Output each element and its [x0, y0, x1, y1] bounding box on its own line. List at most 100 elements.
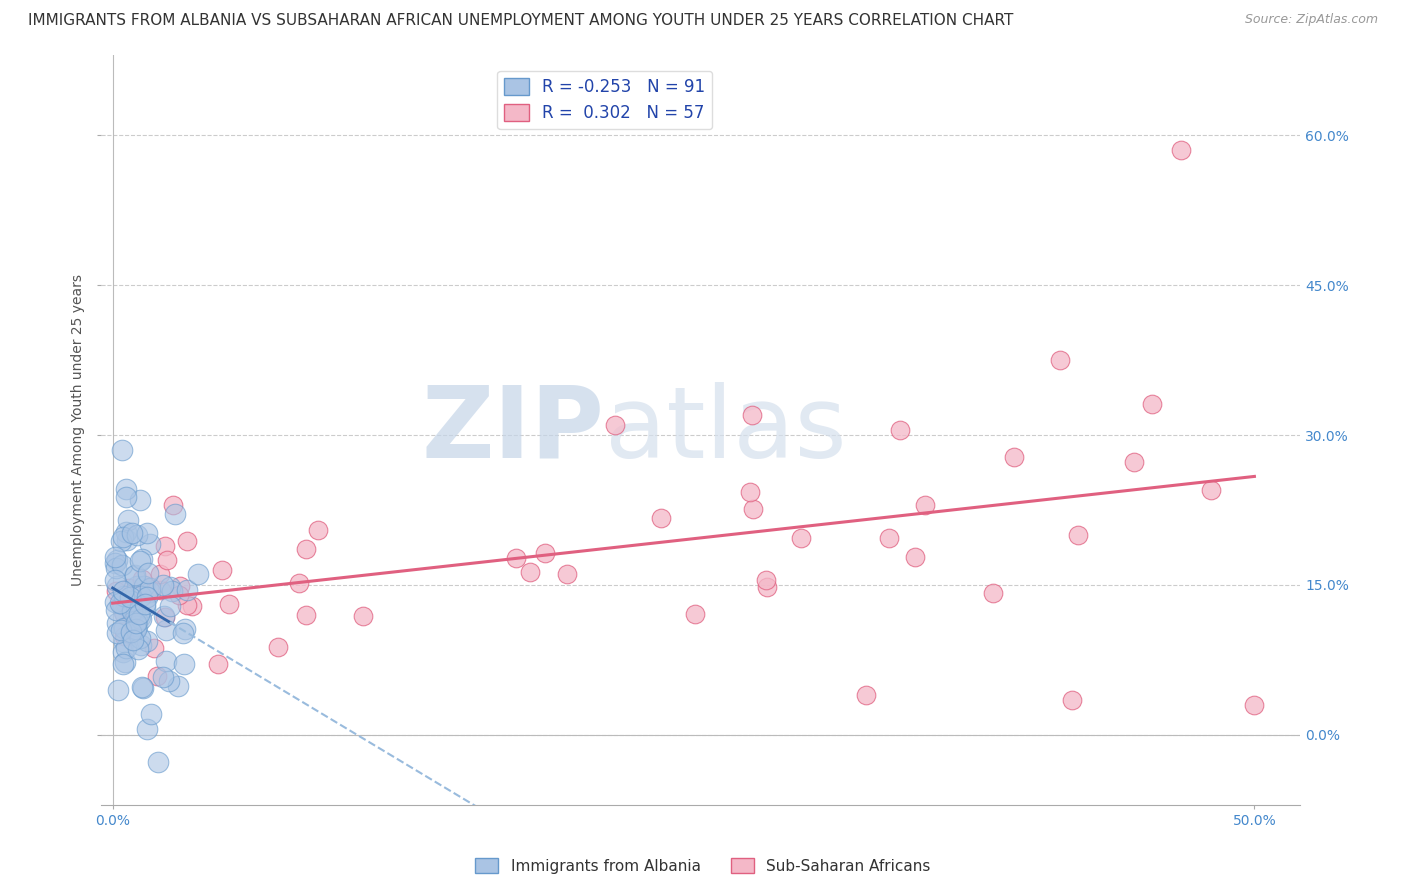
Immigrants from Albania — [159, 599, 181, 614]
Immigrants from Albania — [105, 561, 128, 575]
Immigrants from Albania — [121, 604, 143, 618]
Immigrants from Albania — [111, 657, 134, 672]
Sub-Saharan Africans — [211, 563, 233, 577]
Immigrants from Albania — [114, 655, 136, 669]
Legend: R = -0.253   N = 91, R =  0.302   N = 57: R = -0.253 N = 91, R = 0.302 N = 57 — [498, 71, 711, 129]
Immigrants from Albania — [127, 641, 149, 656]
Immigrants from Albania — [136, 634, 159, 648]
Immigrants from Albania — [112, 584, 135, 599]
Immigrants from Albania — [120, 594, 142, 608]
Sub-Saharan Africans — [1140, 396, 1163, 410]
Immigrants from Albania — [114, 595, 136, 609]
Immigrants from Albania — [105, 625, 128, 640]
Sub-Saharan Africans — [131, 572, 153, 586]
Immigrants from Albania — [107, 616, 129, 631]
Sub-Saharan Africans — [352, 609, 374, 624]
Text: IMMIGRANTS FROM ALBANIA VS SUBSAHARAN AFRICAN UNEMPLOYMENT AMONG YOUTH UNDER 25 : IMMIGRANTS FROM ALBANIA VS SUBSAHARAN AF… — [28, 13, 1014, 29]
Sub-Saharan Africans — [118, 581, 141, 595]
Immigrants from Albania — [125, 622, 148, 636]
Immigrants from Albania — [134, 600, 156, 615]
Sub-Saharan Africans — [1201, 483, 1223, 497]
Immigrants from Albania — [112, 635, 135, 649]
Immigrants from Albania — [129, 612, 152, 626]
Sub-Saharan Africans — [1060, 693, 1083, 707]
Sub-Saharan Africans — [112, 629, 135, 643]
Immigrants from Albania — [111, 443, 134, 458]
Immigrants from Albania — [163, 507, 186, 521]
Immigrants from Albania — [146, 755, 169, 769]
Immigrants from Albania — [167, 679, 190, 693]
Immigrants from Albania — [104, 574, 127, 588]
Sub-Saharan Africans — [153, 610, 176, 624]
Immigrants from Albania — [111, 558, 134, 572]
Immigrants from Albania — [129, 638, 152, 652]
Sub-Saharan Africans — [143, 640, 166, 655]
Sub-Saharan Africans — [889, 423, 911, 437]
Sub-Saharan Africans — [112, 607, 135, 621]
Sub-Saharan Africans — [295, 608, 318, 623]
Immigrants from Albania — [115, 482, 138, 496]
Immigrants from Albania — [127, 613, 149, 627]
Sub-Saharan Africans — [754, 574, 776, 588]
Immigrants from Albania — [112, 530, 135, 544]
Sub-Saharan Africans — [1049, 353, 1071, 368]
Immigrants from Albania — [131, 552, 153, 566]
Immigrants from Albania — [129, 589, 152, 603]
Sub-Saharan Africans — [307, 523, 329, 537]
Sub-Saharan Africans — [153, 540, 176, 554]
Sub-Saharan Africans — [150, 582, 173, 597]
Y-axis label: Unemployment Among Youth under 25 years: Unemployment Among Youth under 25 years — [72, 274, 86, 586]
Immigrants from Albania — [187, 566, 209, 581]
Immigrants from Albania — [115, 533, 138, 547]
Sub-Saharan Africans — [685, 607, 707, 622]
Immigrants from Albania — [110, 534, 132, 549]
Sub-Saharan Africans — [120, 608, 142, 623]
Sub-Saharan Africans — [904, 550, 927, 565]
Immigrants from Albania — [112, 590, 135, 604]
Sub-Saharan Africans — [855, 688, 877, 702]
Immigrants from Albania — [124, 615, 146, 630]
Text: atlas: atlas — [605, 382, 846, 478]
Sub-Saharan Africans — [167, 588, 190, 602]
Immigrants from Albania — [122, 569, 145, 583]
Immigrants from Albania — [114, 640, 136, 655]
Immigrants from Albania — [138, 581, 160, 595]
Sub-Saharan Africans — [533, 546, 555, 560]
Immigrants from Albania — [122, 632, 145, 647]
Immigrants from Albania — [136, 525, 159, 540]
Immigrants from Albania — [105, 553, 128, 567]
Immigrants from Albania — [114, 490, 136, 504]
Immigrants from Albania — [124, 567, 146, 582]
Immigrants from Albania — [112, 605, 135, 619]
Immigrants from Albania — [110, 596, 132, 610]
Sub-Saharan Africans — [650, 511, 672, 525]
Immigrants from Albania — [153, 609, 176, 624]
Sub-Saharan Africans — [914, 499, 936, 513]
Immigrants from Albania — [124, 604, 146, 618]
Sub-Saharan Africans — [1004, 450, 1026, 464]
Immigrants from Albania — [157, 674, 180, 689]
Immigrants from Albania — [139, 706, 162, 721]
Sub-Saharan Africans — [742, 502, 765, 516]
Sub-Saharan Africans — [169, 579, 191, 593]
Immigrants from Albania — [129, 493, 152, 508]
Immigrants from Albania — [104, 549, 127, 564]
Sub-Saharan Africans — [104, 584, 127, 599]
Sub-Saharan Africans — [519, 565, 541, 579]
Immigrants from Albania — [131, 680, 153, 694]
Sub-Saharan Africans — [176, 598, 198, 612]
Immigrants from Albania — [160, 583, 183, 598]
Immigrants from Albania — [107, 579, 129, 593]
Sub-Saharan Africans — [981, 586, 1004, 600]
Immigrants from Albania — [172, 625, 194, 640]
Immigrants from Albania — [128, 607, 150, 621]
Immigrants from Albania — [122, 623, 145, 637]
Immigrants from Albania — [129, 553, 152, 567]
Immigrants from Albania — [115, 525, 138, 540]
Sub-Saharan Africans — [1243, 698, 1265, 712]
Sub-Saharan Africans — [181, 599, 204, 614]
Immigrants from Albania — [127, 579, 149, 593]
Sub-Saharan Africans — [218, 597, 240, 611]
Sub-Saharan Africans — [756, 580, 779, 594]
Sub-Saharan Africans — [505, 551, 527, 566]
